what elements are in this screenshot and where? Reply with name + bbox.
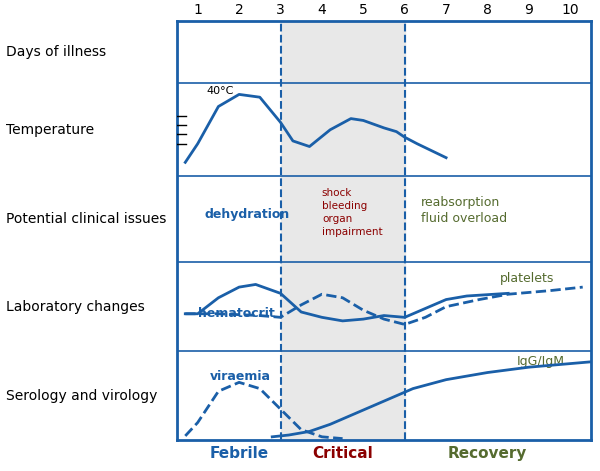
Text: dehydration: dehydration bbox=[205, 209, 290, 221]
Text: Recovery: Recovery bbox=[448, 446, 527, 461]
Text: hematocrit: hematocrit bbox=[198, 307, 274, 320]
Text: viraemia: viraemia bbox=[210, 370, 271, 382]
Text: Serology and virology: Serology and virology bbox=[6, 389, 157, 403]
Text: platelets: platelets bbox=[500, 272, 554, 285]
Text: Febrile: Febrile bbox=[209, 446, 269, 461]
Text: reabsorption
fluid overload: reabsorption fluid overload bbox=[421, 196, 508, 225]
Text: Days of illness: Days of illness bbox=[6, 45, 106, 59]
Text: IgG/IgM: IgG/IgM bbox=[517, 355, 565, 368]
Text: Potential clinical issues: Potential clinical issues bbox=[6, 212, 166, 226]
Text: Temperature: Temperature bbox=[6, 123, 94, 137]
Text: Laboratory changes: Laboratory changes bbox=[6, 300, 145, 314]
Text: shock
bleeding
organ
impairment: shock bleeding organ impairment bbox=[322, 188, 383, 236]
Text: 40°C: 40°C bbox=[206, 86, 233, 96]
Text: Critical: Critical bbox=[312, 446, 373, 461]
Bar bbox=[281, 21, 404, 440]
